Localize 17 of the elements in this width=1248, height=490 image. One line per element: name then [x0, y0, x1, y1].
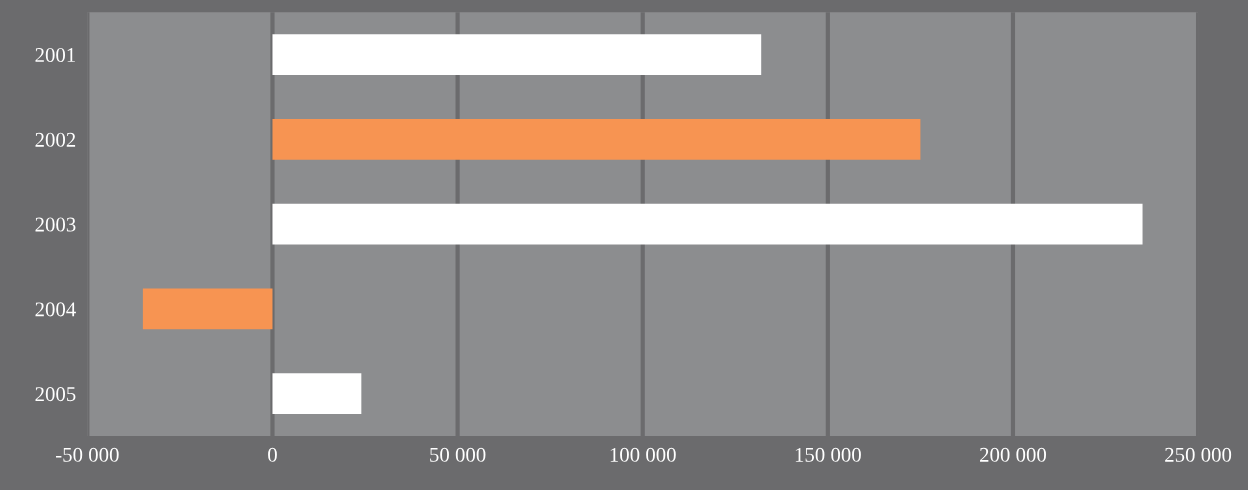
x-tick-label: -50 000: [56, 447, 119, 462]
y-tick-label: 2004: [35, 302, 76, 317]
y-tick-label: 2002: [35, 132, 76, 147]
y-tick-label: 2001: [35, 48, 75, 63]
y-tick-label: 2003: [35, 217, 76, 232]
x-tick-label: 0: [268, 447, 277, 462]
x-tick-label: 200 000: [980, 447, 1047, 462]
x-tick-label: 50 000: [430, 447, 486, 462]
bar: [142, 288, 273, 330]
bar: [272, 34, 762, 75]
bar: [272, 373, 362, 415]
bar: [272, 203, 1143, 245]
x-tick-label: 100 000: [610, 447, 676, 462]
x-tick-label: 150 000: [795, 447, 861, 462]
y-tick-label: 2005: [35, 387, 76, 402]
x-tick-label: 250 000: [1165, 447, 1232, 462]
bar: [272, 119, 921, 160]
